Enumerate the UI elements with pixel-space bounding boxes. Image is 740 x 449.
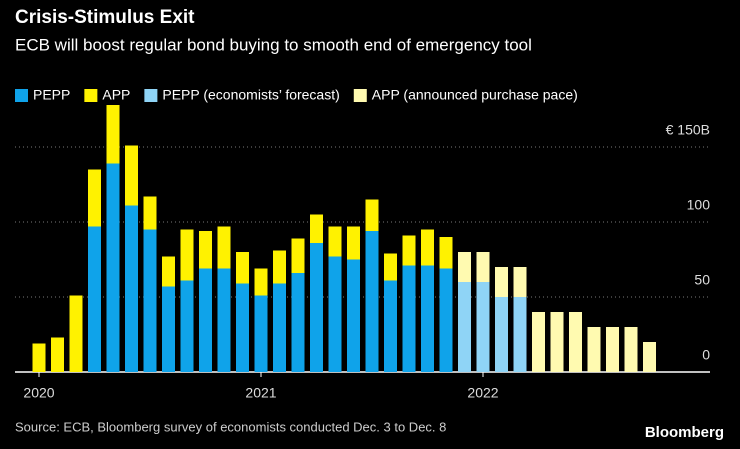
bar-segment [384,253,397,281]
x-tick-label: 2022 [467,385,498,401]
bar-segment [550,312,564,372]
bar-segment [217,268,231,372]
bar-segment [125,205,138,372]
legend-label: APP [102,87,130,103]
source: Source: ECB, Bloomberg survey of economi… [15,419,446,434]
x-tick-label: 2021 [245,385,276,401]
bar-segment [310,243,323,372]
bar-segment [513,297,527,372]
bar-segment [587,327,601,372]
x-tick-label: 2020 [23,385,54,401]
bar-segment [236,283,249,372]
bar-segment [51,337,64,372]
bar-segment [162,286,175,372]
bar-segment [273,283,286,372]
bar-segment [32,343,46,372]
bar-segment [365,231,379,372]
bar-segment [439,237,453,269]
bar-segment [569,312,582,372]
bar-segment [106,163,120,372]
bar-segment [328,256,342,372]
legend-label: PEPP (economists’ forecast) [162,87,339,103]
bar-segment [365,199,379,231]
bar-segment [254,268,268,296]
bar-segment [199,231,212,269]
bar-segment [273,250,286,284]
bar-segment [106,105,120,164]
bar-segment [180,229,194,281]
bar-segment [421,265,434,372]
legend-swatch [84,89,98,102]
bar-segment [458,252,471,282]
chart-subtitle: ECB will boost regular bond buying to sm… [15,35,532,54]
bar-segment [384,280,397,372]
chart-title: Crisis-Stimulus Exit [15,7,195,28]
bar-segment [310,214,323,243]
bar-segment [439,268,453,372]
y-tick-label: € 150B [666,122,710,138]
bar-segment [162,256,175,287]
bar-segment [513,267,527,297]
bar-segment [347,259,360,372]
bar-segment [328,226,342,257]
legend-label: PEPP [33,87,70,103]
bar-segment [236,252,249,284]
bar-segment [402,235,416,266]
y-tick-label: 50 [694,272,710,288]
legend-swatch [15,89,28,102]
bar-segment [624,327,638,372]
bar-segment [143,229,157,372]
y-tick-label: 100 [687,197,711,213]
bar-segment [88,169,101,227]
bar-segment [347,226,360,260]
brand: Bloomberg [645,424,724,441]
bar-segment [532,312,545,372]
bar-segment [125,145,138,206]
bar-segment [643,342,656,372]
bar-segment [402,265,416,372]
bar-segment [217,226,231,269]
legend-label: APP (announced purchase pace) [372,87,578,103]
bar-segment [458,282,471,372]
bar-segment [199,268,212,372]
legend-swatch [144,89,158,102]
bar-segment [606,327,619,372]
legend-swatch [353,89,367,102]
y-tick-label: 0 [702,347,710,363]
bar-segment [143,196,157,230]
bar-segment [421,229,434,266]
bar-segment [254,295,268,372]
bar-segment [291,238,305,273]
bar-segment [69,295,83,372]
bar-segment [476,282,490,372]
bar-segment [180,280,194,372]
bar-segment [88,226,101,372]
bar-segment [476,252,490,282]
bar-segment [495,267,508,297]
bar-segment [291,273,305,372]
bar-segment [495,297,508,372]
